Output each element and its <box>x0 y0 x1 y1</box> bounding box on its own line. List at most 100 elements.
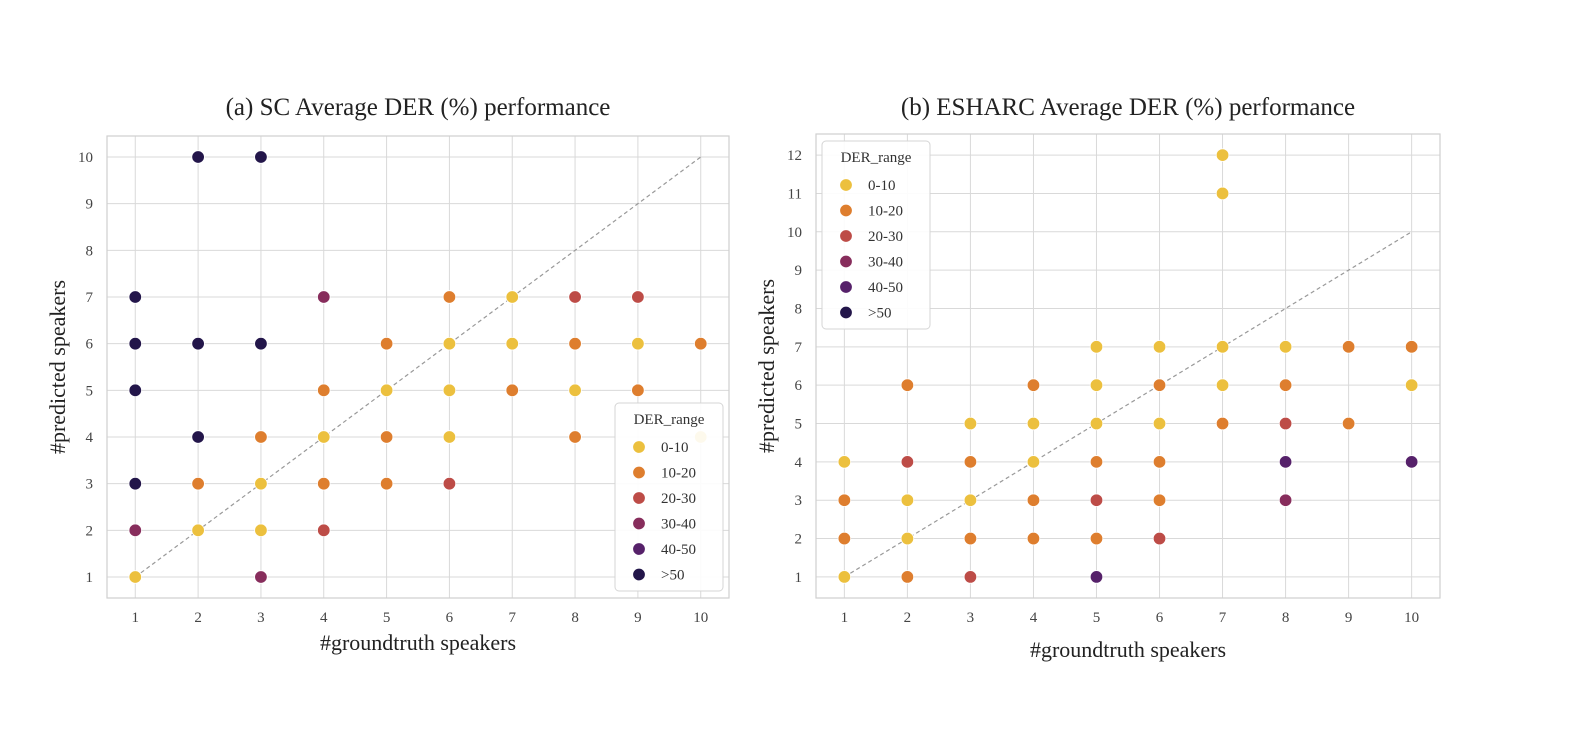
y-tick-label: 1 <box>795 570 803 586</box>
x-tick-label: 7 <box>508 610 516 626</box>
y-tick-label: 5 <box>86 383 94 399</box>
data-point-40-50 <box>1404 455 1419 469</box>
x-tick-label: 3 <box>967 610 975 626</box>
data-point-10-20 <box>1404 340 1419 354</box>
y-tick-label: 3 <box>86 477 94 493</box>
y-tick-label: 11 <box>788 186 802 202</box>
data-point-0-10 <box>900 531 915 546</box>
legend: DER_range 0-10 10-20 20-30 30-40 40-50 >50 <box>821 140 931 330</box>
data-point-20-30 <box>442 476 457 491</box>
data-point-10-20 <box>191 476 205 491</box>
data-point-20-30 <box>963 570 978 584</box>
y-tick-label: 4 <box>86 430 94 446</box>
x-tick-label: 9 <box>1345 610 1353 626</box>
x-tick-label: 6 <box>446 610 454 626</box>
plot-frame <box>815 133 1441 599</box>
y-tick-label: 7 <box>795 340 803 356</box>
y-tick-label: 3 <box>795 493 803 509</box>
y-tick-label: 1 <box>86 570 94 586</box>
data-point-10-20 <box>963 455 978 469</box>
legend-label: 40-50 <box>868 280 903 296</box>
data-point-0-10 <box>1278 340 1293 354</box>
y-tick-label: 9 <box>86 197 94 213</box>
y-tick-label: 4 <box>795 455 803 471</box>
data-point-40-50 <box>1089 570 1104 584</box>
chart-title: (b) ESHARC Average DER (%) performance <box>901 94 1355 121</box>
x-tick-label: 7 <box>1219 610 1227 626</box>
y-tick-label: 8 <box>86 243 94 259</box>
data-point-30-40 <box>1278 493 1293 507</box>
data-point-0-10 <box>317 430 331 444</box>
legend-marker->50 <box>632 567 646 582</box>
data-point-10-20 <box>1215 416 1230 431</box>
data-point-10-20 <box>837 531 852 546</box>
data-point-10-20 <box>1341 416 1356 431</box>
data-point-0-10 <box>900 493 915 507</box>
y-tick-label: 12 <box>787 148 802 164</box>
data-point-10-20 <box>505 383 519 398</box>
data-point-0-10 <box>1215 186 1230 201</box>
reference-diagonal-line <box>844 231 1412 578</box>
data-point->50 <box>254 150 268 164</box>
legend-label: >50 <box>661 568 684 584</box>
x-tick-label: 1 <box>841 610 849 626</box>
legend-label: 10-20 <box>868 204 903 220</box>
data-point-10-20 <box>694 336 708 351</box>
chart-title: (a) SC Average DER (%) performance <box>226 94 611 121</box>
legend-marker-10-20 <box>632 465 646 480</box>
x-tick-label: 8 <box>571 610 579 626</box>
data-point-0-10 <box>1215 340 1230 354</box>
data-point-10-20 <box>837 493 852 507</box>
reference-diagonal-line <box>134 156 702 578</box>
data-point-30-40 <box>128 523 142 538</box>
legend-label: 10-20 <box>661 466 696 482</box>
x-tick-label: 9 <box>634 610 642 626</box>
x-axis-label: #groundtruth speakers <box>1030 637 1226 662</box>
legend-label: 0-10 <box>661 440 689 456</box>
data-point-10-20 <box>631 383 645 398</box>
y-axis-label: #predicted speakers <box>754 279 779 453</box>
data-point->50 <box>254 336 268 351</box>
legend-label: 20-30 <box>661 491 696 507</box>
legend-marker->50 <box>839 305 853 320</box>
data-point-10-20 <box>1026 378 1041 392</box>
data-point-10-20 <box>1089 531 1104 546</box>
data-point-10-20 <box>379 476 394 491</box>
data-point-0-10 <box>442 383 457 398</box>
data-point-10-20 <box>1152 378 1167 392</box>
y-tick-label: 7 <box>86 290 94 306</box>
data-point-10-20 <box>379 430 394 444</box>
data-point-0-10 <box>837 455 852 469</box>
data-point-0-10 <box>128 570 142 584</box>
data-point-0-10 <box>191 523 205 538</box>
data-point-0-10 <box>1215 378 1230 392</box>
legend-label: 0-10 <box>868 178 896 194</box>
data-point-0-10 <box>1152 416 1167 431</box>
data-point->50 <box>128 476 142 491</box>
y-tick-label: 2 <box>795 532 803 548</box>
data-point-30-40 <box>254 570 268 584</box>
y-tick-label: 6 <box>795 378 803 394</box>
x-tick-label: 8 <box>1282 610 1290 626</box>
data-point-20-30 <box>1152 531 1167 546</box>
data-point-10-20 <box>568 430 582 444</box>
data-point-10-20 <box>442 290 457 304</box>
chart-1: 1 2 3 4 5 6 7 8 9 10 1 2 3 4 5 6 7 8 9 10 (a) SC Average DER… <box>45 94 730 655</box>
x-tick-label: 6 <box>1156 610 1164 626</box>
legend-marker-20-30 <box>839 229 853 243</box>
data-point->50 <box>191 150 205 164</box>
data-point-0-10 <box>505 336 519 351</box>
data-point-10-20 <box>254 430 268 444</box>
data-point-0-10 <box>505 290 519 304</box>
data-point-10-20 <box>1278 378 1293 392</box>
data-point-20-30 <box>568 290 582 304</box>
legend-marker-30-40 <box>839 254 853 269</box>
x-tick-label: 2 <box>194 610 202 626</box>
data-point-0-10 <box>1089 378 1104 392</box>
data-point-0-10 <box>1026 455 1041 469</box>
data-point-10-20 <box>1152 455 1167 469</box>
legend-marker-10-20 <box>839 203 853 218</box>
data-point-20-30 <box>1089 493 1104 507</box>
data-point-20-30 <box>1278 416 1293 431</box>
